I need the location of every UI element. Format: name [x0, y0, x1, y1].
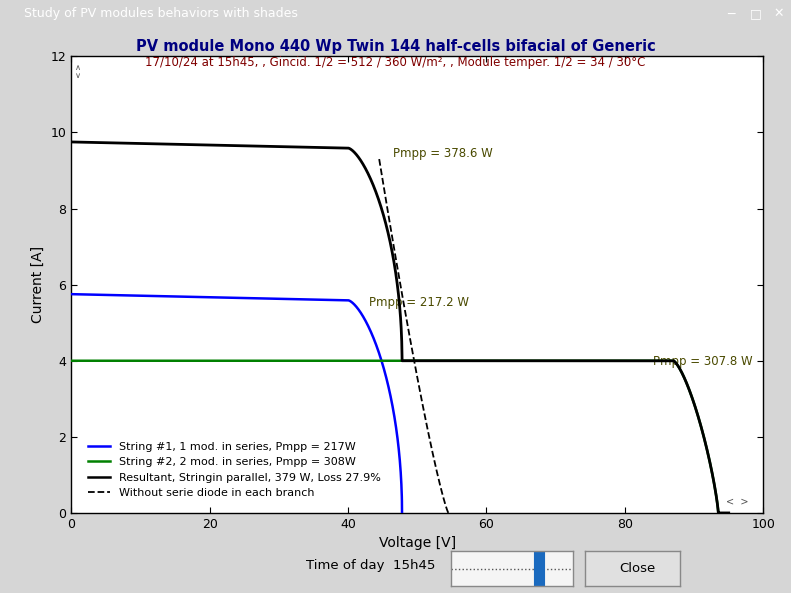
Legend: String #1, 1 mod. in series, Pmpp = 217W, String #2, 2 mod. in series, Pmpp = 30: String #1, 1 mod. in series, Pmpp = 217W…: [84, 437, 385, 503]
Text: <  >: < >: [725, 497, 748, 507]
Text: 17/10/24 at 15h45, , Gincid. 1/2 = 512 / 360 W/m², , Module temper. 1/2 = 34 / 3: 17/10/24 at 15h45, , Gincid. 1/2 = 512 /…: [146, 56, 645, 69]
Text: Close: Close: [619, 562, 656, 575]
Text: Pmpp = 307.8 W: Pmpp = 307.8 W: [653, 355, 752, 368]
Text: ✕: ✕: [774, 8, 785, 20]
Text: Study of PV modules behaviors with shades: Study of PV modules behaviors with shade…: [24, 8, 297, 20]
Text: PV module Mono 440 Wp Twin 144 half-cells bifacial of Generic: PV module Mono 440 Wp Twin 144 half-cell…: [135, 39, 656, 53]
Text: Time of day  15h45: Time of day 15h45: [305, 559, 435, 572]
Text: □: □: [750, 8, 761, 20]
Text: ─: ─: [727, 8, 735, 20]
X-axis label: Voltage [V]: Voltage [V]: [379, 536, 456, 550]
Text: ∧
∨: ∧ ∨: [74, 63, 81, 80]
Text: Pmpp = 217.2 W: Pmpp = 217.2 W: [369, 295, 469, 308]
Y-axis label: Current [A]: Current [A]: [31, 246, 45, 323]
Text: Pmpp = 378.6 W: Pmpp = 378.6 W: [393, 147, 493, 160]
